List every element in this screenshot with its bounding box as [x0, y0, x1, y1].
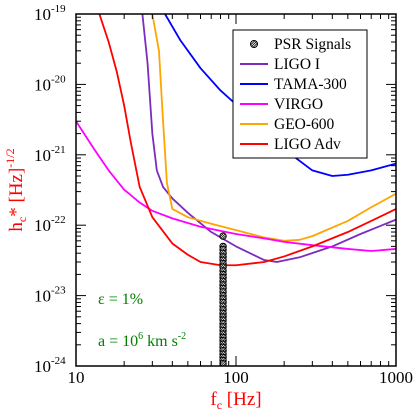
series-line-ligo-adv [98, 14, 396, 267]
annotations: ε = 1% a = 106 km s-2 [98, 291, 186, 350]
legend-label: VIRGO [274, 96, 323, 113]
series-line-geo-600 [151, 14, 396, 242]
legend-entry: TAMA-300 [240, 76, 347, 93]
series-line-ligo-i [141, 14, 396, 263]
psr-signal-point [219, 232, 227, 240]
legend-label: TAMA-300 [274, 76, 347, 93]
legend-entry: LIGO I [240, 56, 320, 73]
y-tick-label: 10-20 [34, 73, 66, 94]
y-tick-label: 10-23 [34, 285, 66, 306]
legend-label: PSR Signals [274, 36, 351, 53]
legend-entry: GEO-600 [240, 116, 335, 133]
legend-entry: VIRGO [240, 96, 323, 113]
x-tick-label: 1000 [379, 368, 413, 387]
x-axis-label: fc [Hz] [210, 389, 261, 412]
y-axis-label: hc* [Hz]-1/2 [3, 148, 29, 231]
annotation-text: ε = 1% [98, 291, 143, 308]
y-tick-label: 10-19 [34, 3, 66, 24]
legend-label: GEO-600 [274, 116, 335, 133]
legend-marker-psr-icon [250, 40, 258, 48]
axis-ticks: 10 100 1000 10-19 10-20 10-21 10-22 10-23 10-24 [34, 3, 413, 387]
annotation-text: a = 106 km s-2 [98, 331, 186, 350]
y-tick-label: 10-22 [34, 214, 66, 235]
series-layer [76, 14, 396, 267]
legend-box [232, 29, 368, 159]
psr-signal-markers [219, 232, 227, 366]
legend-label: LIGO Adv [274, 136, 341, 153]
series-line-virgo [76, 120, 396, 252]
y-tick-label: 10-24 [34, 355, 66, 376]
legend-entry: LIGO Adv [240, 136, 341, 153]
x-tick-label: 10 [68, 368, 85, 387]
y-tick-label: 10-21 [34, 144, 66, 165]
legend: PSR Signals LIGO I TAMA-300 VIRGO GEO-600 LIG… [232, 29, 368, 159]
legend-entry: PSR Signals [250, 36, 351, 53]
legend-label: LIGO I [274, 56, 320, 73]
x-tick-label: 100 [223, 368, 249, 387]
